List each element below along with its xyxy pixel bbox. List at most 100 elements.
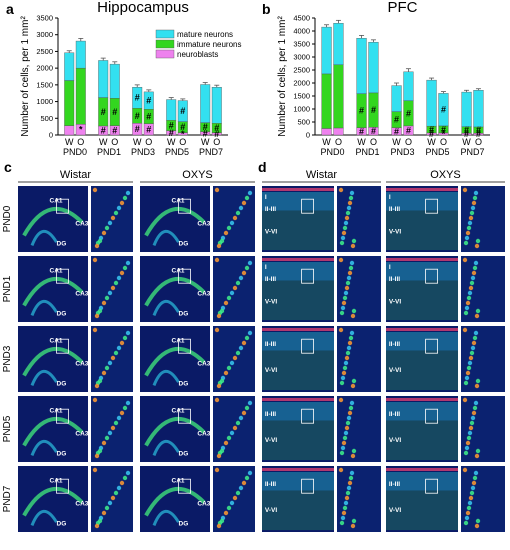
category-label: PND5 [425,147,449,157]
cell-dot [244,405,250,411]
region-label: II-III [265,481,276,488]
cell-dot [216,313,222,319]
bar-segment-mature-neurons [166,99,177,121]
cell-dot [219,448,225,454]
region-label: DG [57,450,67,457]
bar-segment-mature-neurons [391,85,402,112]
cell-dot [229,430,235,436]
micrograph-overview [262,326,334,392]
lower-layer [386,280,458,321]
cell-dot [119,410,125,416]
cell-dot [125,400,131,406]
upper-layer [262,332,334,351]
dg-layer [30,509,58,526]
cell-dot [101,370,107,376]
cell-dot [244,475,250,481]
y-tick-label: 500 [40,114,53,123]
cell-dot [351,308,357,314]
bar-label: O [179,137,186,147]
panel-letter: b [262,1,271,17]
cell-dot [113,280,119,286]
bar-label: W [322,137,331,147]
cell-dot [92,467,98,473]
cell-dot [223,230,229,236]
cell-dot [348,405,354,411]
lower-layer [386,420,458,461]
significance-marker: # [476,129,481,139]
cell-dot [462,187,468,193]
cell-dot [113,420,119,426]
cell-dot [350,243,356,249]
bar-segment-mature-neurons [64,52,75,81]
region-label: V-VI [265,299,277,306]
cell-dot [472,475,478,481]
cell-dot [464,445,470,451]
cell-dot [241,340,247,346]
y-tick-label: 1500 [293,92,310,101]
cell-dot [113,490,119,496]
dg-layer [30,229,58,246]
bar-label: W [167,137,176,147]
cell-dot [351,238,357,244]
region-label: CA1 [50,478,63,485]
cell-dot [467,500,473,506]
cell-layer [22,276,84,307]
cell-dot [472,335,478,341]
cell-dot [344,285,350,291]
lower-layer [386,210,458,251]
bar-label: W [357,137,366,147]
cell-dot [343,360,349,366]
legend-swatch [155,39,175,49]
cell-dot [101,230,107,236]
cell-dot [346,415,352,421]
significance-marker: # [169,128,174,138]
dg-layer [152,299,180,316]
cell-dot [104,435,110,441]
region-label: CA3 [197,221,210,228]
bar-segment-mature-neurons [461,91,472,127]
region-label: CA3 [75,361,88,368]
inset-box [301,268,315,284]
cell-dot [465,300,471,306]
cell-dot [104,225,110,231]
cell-dot [349,470,355,476]
bar-segment-neuroblasts [333,127,344,136]
cell-dot [107,430,113,436]
cell-dot [104,365,110,371]
cell-dot [216,383,222,389]
upper-layer [386,332,458,351]
cell-dot [342,225,348,231]
cell-dot [466,225,472,231]
micrograph-zoom [461,466,505,532]
cell-dot [351,518,357,524]
region-label: II-III [265,276,276,283]
cell-dot [466,435,472,441]
bar-label: O [475,137,482,147]
category-label: PND5 [165,147,189,157]
cell-dot [247,260,253,266]
bar-segment-mature-neurons [333,23,344,65]
significance-marker: # [169,120,174,130]
significance-marker: # [146,96,151,106]
row-label: PND5 [2,415,13,442]
cell-dot [107,500,113,506]
dg-layer [30,299,58,316]
bar-label: W [133,137,142,147]
category-label: PND7 [199,147,223,157]
cell-layer [144,346,206,377]
region-label: II-III [265,341,276,348]
cell-dot [475,378,481,384]
cell-dot [238,415,244,421]
cell-dot [340,235,346,241]
y-axis-label: Number of cells, per 1 mm² [277,16,288,137]
cell-dot [466,365,472,371]
bar-segment-mature-neurons [426,79,437,127]
region-label: DG [57,380,67,387]
cell-dot [232,215,238,221]
inset-box [425,268,439,284]
cell-dot [469,350,475,356]
cell-dot [104,295,110,301]
inset-box [301,478,315,494]
cell-dot [350,383,356,389]
bar-segment-neuroblasts [64,125,75,136]
